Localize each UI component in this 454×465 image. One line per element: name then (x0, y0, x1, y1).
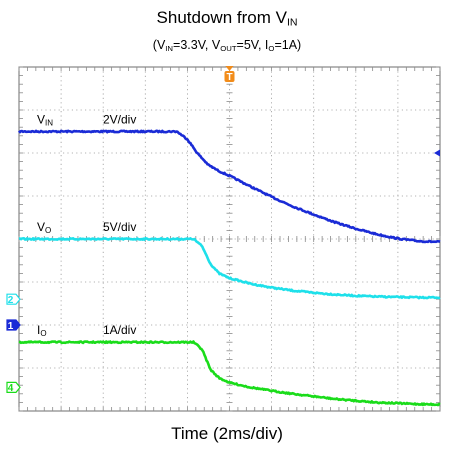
subtitle-text: (V (152, 38, 166, 52)
channel-marker-shape (6, 293, 21, 305)
data-point-io (334, 398, 336, 400)
data-point-vo (271, 287, 273, 289)
channel-marker-2: 2 (6, 293, 21, 306)
data-point-io (313, 395, 315, 397)
data-point-io (292, 393, 294, 395)
data-point-vin (197, 153, 199, 155)
chart-title: Shutdown from VIN (0, 8, 454, 29)
traces (17, 129, 441, 407)
data-point-io (210, 369, 212, 371)
data-point-vo (193, 238, 195, 240)
data-point-io (201, 349, 203, 351)
data-point-io (193, 341, 195, 343)
data-point-io (229, 382, 231, 384)
data-point-vin (250, 186, 252, 188)
data-point-vin (187, 138, 189, 140)
trace-label-main: I (37, 323, 40, 337)
trace-label-main: V (37, 220, 45, 234)
x-axis-label: Time (2ms/div) (171, 424, 283, 443)
subtitle-text: =3.3V, V (173, 38, 221, 52)
channel-marker-shape (6, 381, 21, 393)
data-point-vo (210, 263, 212, 265)
data-point-io (355, 400, 357, 402)
data-point-vin (208, 164, 210, 166)
trace-scale-vin: 2V/div (103, 113, 136, 127)
data-point-vin (176, 131, 178, 133)
data-point-vin (292, 205, 294, 207)
data-point-vin (271, 196, 273, 198)
data-point-io (250, 386, 252, 388)
trace-scale-io: 1A/div (103, 323, 136, 337)
trace-label-main: V (37, 113, 45, 127)
trace-label-sub: O (40, 329, 46, 338)
channel-marker-number: 2 (8, 295, 14, 306)
channel-marker-shape (6, 319, 21, 331)
trigger-marker: T (224, 66, 235, 83)
channel-marker-1: 1 (6, 319, 21, 332)
data-point-vin (376, 233, 378, 235)
data-point-vo (439, 297, 441, 299)
trigger-letter: T (226, 72, 232, 83)
data-point-vin (397, 238, 399, 240)
trace-label-io: IO (37, 323, 47, 338)
trace-scale-vo: 5V/div (103, 220, 136, 234)
trigger-badge (224, 71, 235, 82)
data-point-vin (355, 228, 357, 230)
data-point-vo (292, 290, 294, 292)
trace-vin (17, 129, 441, 244)
data-point-vo (376, 296, 378, 298)
trace-label-vo: VO (37, 220, 51, 235)
data-point-io (218, 377, 220, 379)
data-point-vin (229, 175, 231, 177)
data-point-io (418, 403, 420, 405)
data-point-io (18, 341, 20, 343)
channel-marker-number: 4 (8, 383, 14, 394)
channel-marker-4: 4 (6, 381, 21, 394)
chart-subtitle: (VIN=3.3V, VOUT=5V, IO=1A) (0, 38, 454, 53)
data-point-vin (18, 131, 20, 133)
data-point-vo (397, 296, 399, 298)
data-point-io (376, 402, 378, 404)
trace-label-vin: VIN (37, 113, 53, 128)
subtitle-text: =1A) (274, 38, 302, 52)
data-point-io (397, 402, 399, 404)
data-point-vin (334, 221, 336, 223)
trigger-arrow-icon (225, 66, 234, 71)
data-point-vin (313, 214, 315, 216)
subtitle-subscript: IN (165, 43, 174, 53)
data-point-vo (229, 277, 231, 279)
subtitle-text: =5V, I (236, 38, 269, 52)
data-point-vo (313, 292, 315, 294)
trace-io (18, 340, 441, 407)
trace-label-sub: IN (45, 119, 53, 128)
channel-marker-number: 1 (8, 321, 14, 332)
subtitle-subscript: OUT (220, 43, 237, 53)
data-point-vo (250, 283, 252, 285)
data-point-vin (439, 241, 441, 243)
data-point-vin (218, 170, 220, 172)
chart-title-subscript: IN (286, 16, 298, 29)
data-point-vo (334, 294, 336, 296)
data-point-vo (18, 238, 20, 240)
reference-arrow-icon (434, 149, 440, 157)
data-point-vin (418, 240, 420, 242)
data-point-io (271, 390, 273, 392)
channel-markers: 1 2 4 T (6, 66, 440, 394)
data-point-vo (355, 295, 357, 297)
data-point-vo (218, 273, 220, 275)
chart-title-text: Shutdown from V (156, 8, 287, 27)
data-point-vo (201, 245, 203, 247)
trace-label-sub: O (45, 226, 51, 235)
trace-vo (18, 237, 441, 300)
data-point-io (439, 404, 441, 406)
subtitle-subscript: O (268, 43, 275, 53)
data-point-vo (418, 297, 420, 299)
